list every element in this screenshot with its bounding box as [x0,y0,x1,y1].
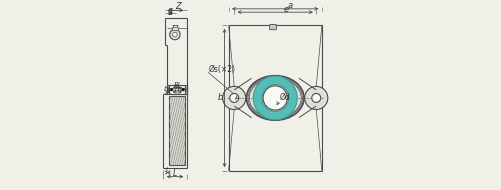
Circle shape [170,88,173,91]
Text: Z: Z [174,2,180,11]
Bar [167,87,168,92]
Bar [169,97,185,165]
Ellipse shape [304,86,327,109]
FancyBboxPatch shape [269,25,276,30]
Text: a: a [287,1,292,10]
Circle shape [181,88,184,91]
Circle shape [229,93,238,102]
Text: i: i [165,167,167,173]
Ellipse shape [262,85,288,111]
Circle shape [169,29,180,40]
Text: h: h [164,86,168,92]
Bar [185,87,186,92]
Ellipse shape [253,76,297,120]
Ellipse shape [246,76,304,120]
Text: e: e [283,5,289,14]
Text: Bi: Bi [174,82,180,88]
Circle shape [311,93,320,102]
Text: b: b [217,93,222,102]
Text: g: g [168,6,172,15]
Ellipse shape [222,86,245,109]
Text: Ød: Ød [280,93,290,101]
Text: L: L [172,169,177,178]
Text: Øs(×2): Øs(×2) [208,65,235,74]
Circle shape [263,86,287,110]
Circle shape [172,32,177,37]
Bar [172,27,177,30]
Text: m: m [174,86,181,92]
